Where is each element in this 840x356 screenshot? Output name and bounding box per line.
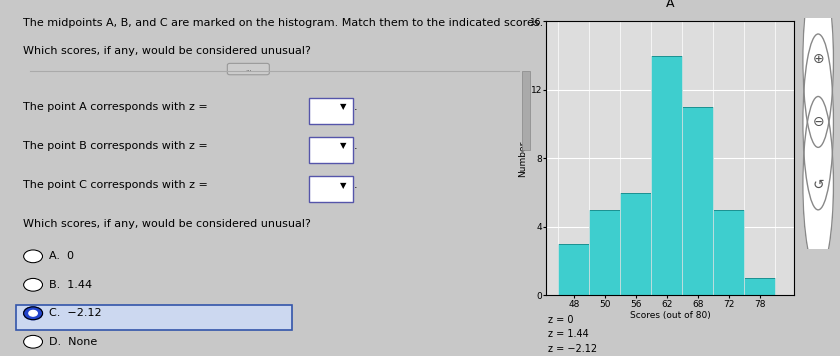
Circle shape [803,34,833,210]
Text: Which scores, if any, would be considered unusual?: Which scores, if any, would be considere… [23,219,311,229]
Text: z = 1.44: z = 1.44 [548,329,589,339]
Text: B.  1.44: B. 1.44 [49,280,92,290]
Text: A: A [665,0,675,10]
Text: ▼: ▼ [339,180,346,190]
Y-axis label: Number: Number [518,140,528,177]
Text: ...: ... [245,66,252,72]
Text: ↺: ↺ [812,177,824,192]
FancyBboxPatch shape [228,63,270,75]
Bar [621,193,651,295]
Text: .: . [354,141,357,151]
X-axis label: Scores (out of 80): Scores (out of 80) [629,312,711,320]
FancyBboxPatch shape [309,176,354,202]
Circle shape [803,96,833,272]
Bar [651,56,682,295]
Text: A.  0: A. 0 [49,251,74,261]
Text: Which scores, if any, would be considered unusual?: Which scores, if any, would be considere… [23,46,311,56]
Text: ▼: ▼ [339,102,346,111]
Text: .: . [354,180,357,190]
Text: ⊕: ⊕ [812,52,824,67]
Bar [713,210,744,295]
Text: z = −2.12: z = −2.12 [548,344,596,354]
Text: The point A corresponds with z =: The point A corresponds with z = [23,102,207,112]
Circle shape [24,307,43,320]
FancyBboxPatch shape [309,98,354,124]
FancyBboxPatch shape [309,137,354,163]
Text: z = 0: z = 0 [548,315,573,325]
FancyBboxPatch shape [522,71,530,150]
Circle shape [29,310,37,316]
Circle shape [24,278,43,291]
Text: C.  −2.12: C. −2.12 [49,308,102,318]
Circle shape [24,335,43,348]
FancyBboxPatch shape [16,305,292,330]
Circle shape [803,0,833,147]
Bar [559,244,590,295]
Text: ▼: ▼ [339,141,346,151]
Text: .: . [354,102,357,112]
Text: D.  None: D. None [49,337,97,347]
Text: The midpoints A, B, and C are marked on the histogram. Match them to the indicat: The midpoints A, B, and C are marked on … [23,18,543,28]
Bar [744,278,775,295]
Text: The point B corresponds with z =: The point B corresponds with z = [23,141,207,151]
Circle shape [24,250,43,263]
Bar [682,107,713,295]
Text: The point C corresponds with z =: The point C corresponds with z = [23,180,207,190]
Text: ⊖: ⊖ [812,115,824,129]
Bar [590,210,621,295]
